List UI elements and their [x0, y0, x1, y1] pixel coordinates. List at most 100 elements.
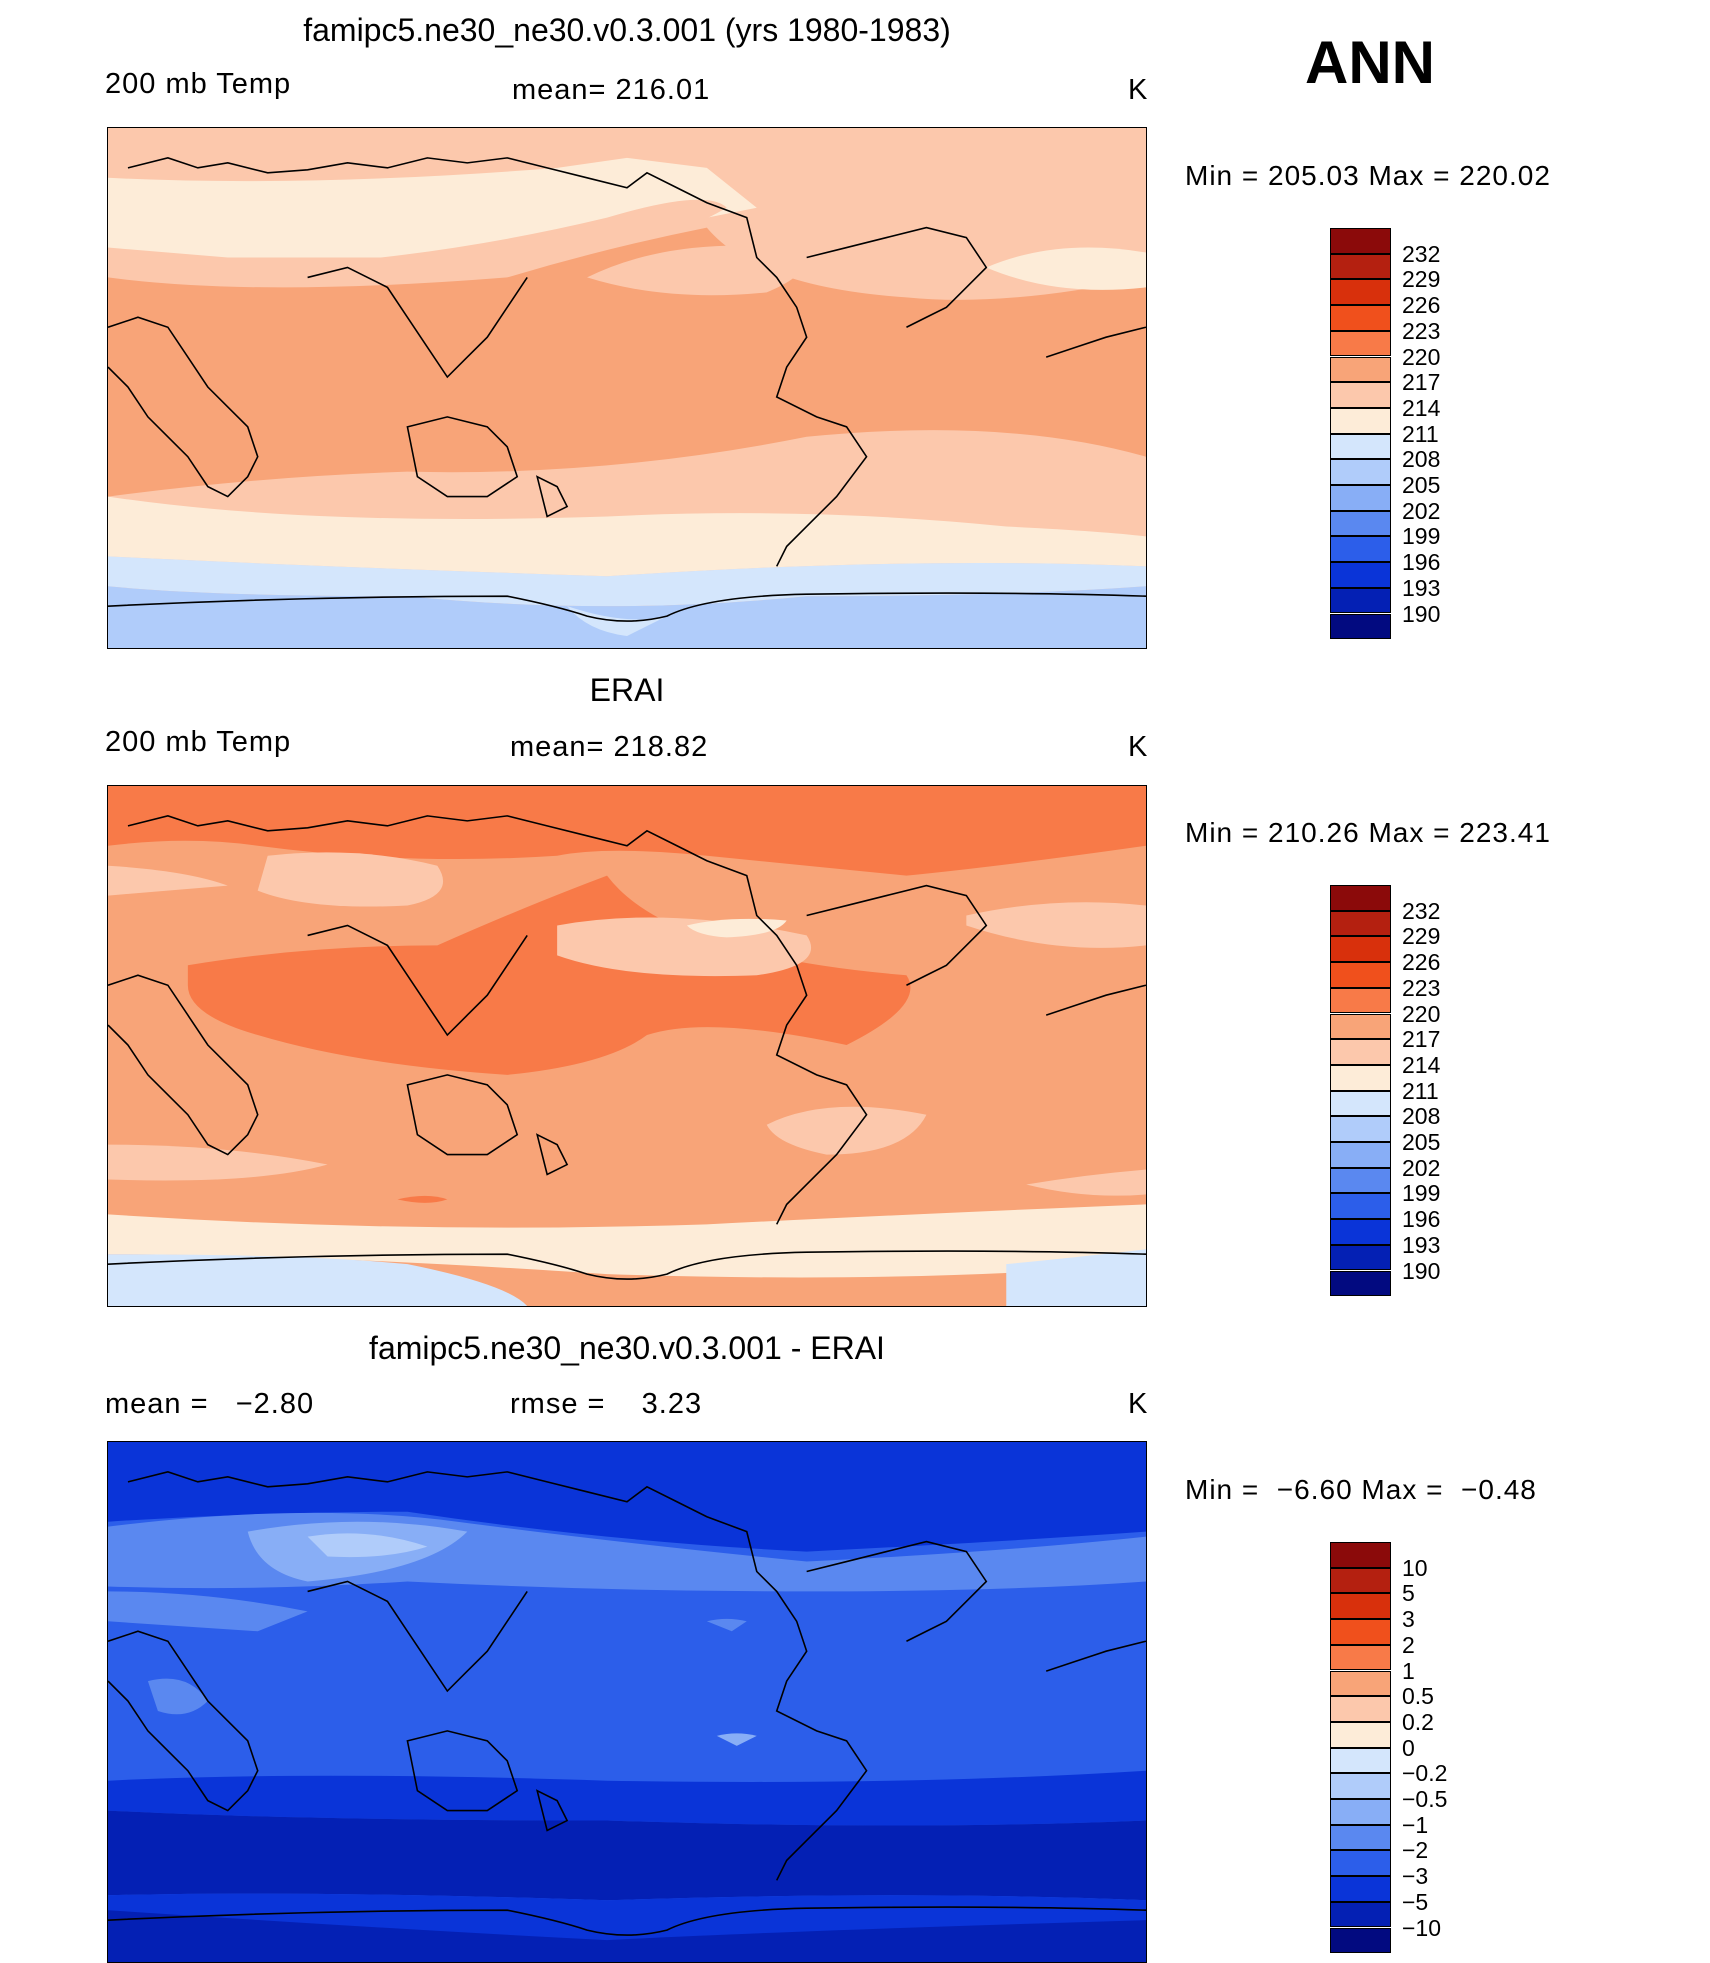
colorbar-swatch	[1330, 1747, 1391, 1774]
colorbar-tick-label: 196	[1402, 1206, 1441, 1233]
colorbar-obs: 232 229 226 223 220 217 214 211 208 205 202 199 196 1…	[1330, 885, 1440, 1297]
colorbar-tick-label: 196	[1402, 549, 1441, 576]
panel-variable-label-obs: 200 mb Temp	[105, 726, 292, 758]
colorbar-swatch	[1330, 1142, 1391, 1168]
colorbar-swatch	[1330, 1116, 1391, 1142]
colorbar-swatch	[1330, 1039, 1391, 1065]
panel-variable-label-model: 200 mb Temp	[105, 68, 292, 100]
colorbar-swatch	[1330, 1013, 1391, 1040]
colorbar-tick-label: 5	[1402, 1580, 1415, 1607]
panel-units-label-obs: K	[1128, 731, 1149, 763]
panel-title-model: famipc5.ne30_ne30.v0.3.001 (yrs 1980-198…	[303, 12, 951, 48]
colorbar-model: 232 229 226 223 220 217 214 211 208 205 202 199 196 1…	[1330, 228, 1440, 640]
contour-map-diff	[108, 1442, 1146, 1962]
colorbar-tick-label: 0.5	[1402, 1683, 1434, 1710]
colorbar-swatch	[1330, 1876, 1391, 1902]
colorbar-tick-label: 199	[1402, 1180, 1441, 1207]
map-panel-obs	[107, 785, 1147, 1307]
colorbar-swatch	[1330, 1244, 1391, 1271]
colorbar-swatch	[1330, 1670, 1391, 1697]
colorbar-tick-label: 205	[1402, 472, 1441, 498]
colorbar-tick-label: −1	[1402, 1811, 1429, 1838]
colorbar-tick-label: 193	[1402, 1231, 1441, 1258]
colorbar-tick-label: 3	[1402, 1606, 1415, 1633]
colorbar-tick-label: 2	[1402, 1631, 1415, 1658]
colorbar-tick-label: 202	[1402, 1154, 1441, 1181]
colorbar-tick-label: 1	[1402, 1657, 1415, 1684]
colorbar-tick-label: 10	[1402, 1554, 1428, 1581]
colorbar-tick-label: −5	[1402, 1888, 1429, 1915]
colorbar-tick-label: 211	[1402, 420, 1439, 447]
colorbar-tick-label: 208	[1402, 446, 1441, 473]
colorbar-swatch	[1330, 613, 1391, 640]
colorbar-swatch	[1330, 485, 1391, 511]
colorbar-tick-label: 220	[1402, 343, 1441, 370]
colorbar-tick-label: 223	[1402, 317, 1441, 344]
contour-map-obs	[108, 786, 1146, 1306]
colorbar-swatch	[1330, 1824, 1391, 1851]
colorbar-swatch	[1330, 910, 1391, 937]
colorbar-tick-label: 205	[1402, 1129, 1441, 1155]
colorbar-tick-label: 199	[1402, 523, 1441, 550]
colorbar-swatch	[1330, 1090, 1391, 1117]
colorbar-swatch	[1330, 510, 1391, 537]
colorbar-tick-label: −0.5	[1402, 1786, 1448, 1812]
panel-mean-label-obs: mean= 218.82	[510, 731, 709, 763]
panel-units-label-model: K	[1128, 74, 1149, 106]
colorbar-swatch	[1330, 962, 1391, 988]
colorbar-tick-label: 190	[1402, 1257, 1441, 1284]
minmax-label-model: Min = 205.03 Max = 220.02	[1185, 160, 1551, 191]
colorbar-swatch	[1330, 1167, 1391, 1194]
colorbar-swatch	[1330, 1927, 1391, 1954]
colorbar-swatch	[1330, 1193, 1391, 1220]
colorbar-tick-label: 202	[1402, 497, 1441, 524]
colorbar-tick-label: 0.2	[1402, 1708, 1434, 1735]
colorbar-swatch	[1330, 885, 1391, 911]
panel-rmse-label-diff: rmse = 3.23	[510, 1388, 703, 1420]
colorbar-tick-label: 214	[1402, 1051, 1441, 1078]
colorbar-tick-label: 229	[1402, 923, 1441, 950]
colorbar-swatch	[1330, 433, 1391, 460]
colorbar-tick-label: 217	[1402, 1026, 1441, 1053]
colorbar-swatch	[1330, 1064, 1391, 1091]
colorbar-tick-label: 232	[1402, 240, 1441, 267]
colorbar-tick-label: 232	[1402, 897, 1441, 924]
colorbar-tick-label: 220	[1402, 1000, 1441, 1027]
colorbar-swatch	[1330, 1619, 1391, 1645]
colorbar-swatch	[1330, 1721, 1391, 1748]
colorbar-swatch	[1330, 1219, 1391, 1245]
map-panel-diff	[107, 1441, 1147, 1963]
colorbar-tick-label: 0	[1402, 1734, 1415, 1761]
colorbar-swatch	[1330, 936, 1391, 963]
colorbar-tick-label: 217	[1402, 369, 1441, 396]
colorbar-tick-label: 226	[1402, 949, 1441, 976]
map-panel-model	[107, 127, 1147, 649]
minmax-label-obs: Min = 210.26 Max = 223.41	[1185, 817, 1551, 848]
colorbar-diff: 10 5 3 2 1 0.5 0.2 0 −0.2 −0.5 −1 −2 −3 −5 −10	[1330, 1542, 1447, 1954]
contour-map-model	[108, 128, 1146, 648]
colorbar-tick-label: 223	[1402, 974, 1441, 1001]
panel-title-obs: ERAI	[589, 672, 665, 708]
panel-mean-label-diff: mean = −2.80	[105, 1388, 315, 1420]
colorbar-swatch	[1330, 1799, 1391, 1825]
colorbar-swatch	[1330, 1593, 1391, 1620]
colorbar-swatch	[1330, 305, 1391, 331]
colorbar-swatch	[1330, 228, 1391, 254]
colorbar-swatch	[1330, 356, 1391, 383]
colorbar-swatch	[1330, 1901, 1391, 1928]
panel-mean-label-model: mean= 216.01	[512, 74, 711, 106]
colorbar-tick-label: 226	[1402, 292, 1441, 319]
colorbar-tick-label: 229	[1402, 266, 1441, 293]
colorbar-swatch	[1330, 1567, 1391, 1594]
colorbar-swatch	[1330, 330, 1391, 357]
colorbar-tick-label: 193	[1402, 574, 1441, 601]
colorbar-tick-label: −10	[1402, 1914, 1442, 1941]
colorbar-tick-label: 208	[1402, 1103, 1441, 1130]
colorbar-swatch	[1330, 279, 1391, 306]
colorbar-swatch	[1330, 459, 1391, 485]
colorbar-swatch	[1330, 587, 1391, 614]
colorbar-swatch	[1330, 1696, 1391, 1722]
colorbar-swatch	[1330, 1270, 1391, 1297]
colorbar-swatch	[1330, 987, 1391, 1014]
colorbar-tick-label: −3	[1402, 1863, 1429, 1890]
